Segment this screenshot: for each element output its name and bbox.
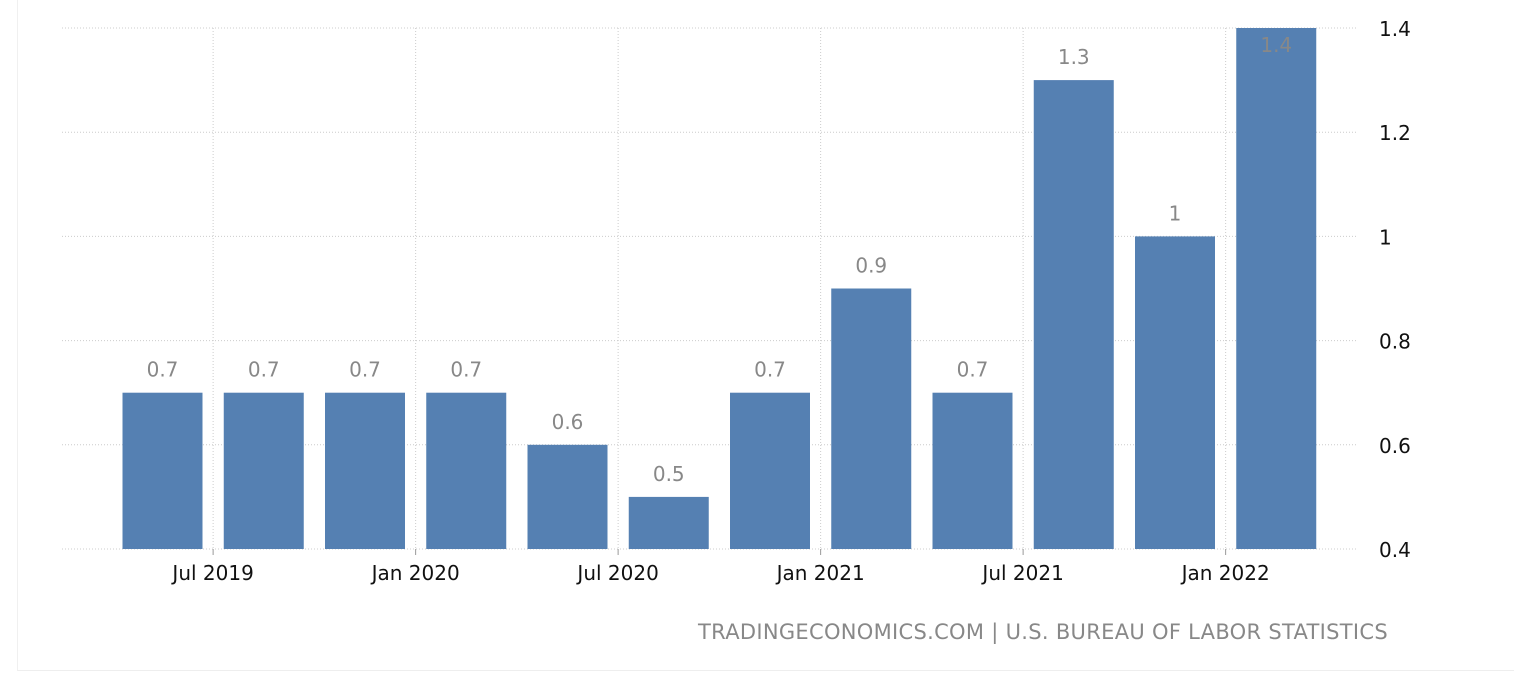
- bar: [932, 392, 1013, 549]
- data-label: 0.6: [552, 410, 584, 434]
- x-tick-label: Jan 2021: [775, 561, 865, 585]
- data-label: 0.7: [957, 358, 989, 382]
- y-tick-label: 0.4: [1379, 538, 1411, 562]
- x-axis: Jul 2019 Jan 2020 Jul 2020 Jan 2021 Jul 2021…: [170, 549, 1270, 585]
- y-tick-label: 0.8: [1379, 330, 1411, 354]
- chart-panel: 0.7 0.7 0.7 0.7 0.6 0.5 0.7 0.9 0.7 1.3 1 1.4 0.4 0.…: [17, 0, 1514, 671]
- bar: [527, 444, 608, 549]
- bar-chart: 0.7 0.7 0.7 0.70.60.50.70.90.71.311.4 0.40.…: [62, 17, 1411, 585]
- data-label: 0.7: [349, 358, 381, 382]
- bar: [1135, 236, 1215, 549]
- y-tick-label: 0.6: [1379, 434, 1411, 458]
- x-tick-label: Jan 2022: [1180, 561, 1270, 585]
- x-tick-label: Jan 2020: [370, 561, 460, 585]
- y-tick-label: 1.4: [1379, 17, 1411, 41]
- y-tick-label: 1.2: [1379, 121, 1411, 145]
- y-tick-label: 1: [1379, 225, 1392, 249]
- bar: [1236, 28, 1317, 549]
- data-label: 0.7: [147, 358, 179, 382]
- x-tick-label: Jul 2020: [575, 561, 658, 585]
- bar: [831, 288, 912, 549]
- bar: [122, 392, 203, 549]
- bar: [426, 392, 507, 549]
- bar: [325, 392, 405, 549]
- data-label: 1.3: [1058, 45, 1090, 69]
- x-tick-label: Jul 2021: [980, 561, 1063, 585]
- bars: [122, 28, 1317, 549]
- x-tick-label: Jul 2019: [170, 561, 253, 585]
- data-label: 0.5: [653, 462, 685, 486]
- bar: [1033, 80, 1114, 549]
- bar: [628, 496, 709, 549]
- bar: [223, 392, 304, 549]
- data-label: 0.7: [248, 358, 280, 382]
- bar: [730, 392, 810, 549]
- data-label: 0.7: [450, 358, 482, 382]
- y-axis: 0.4 0.6 0.8 1 1.2 1.4: [1379, 17, 1411, 562]
- data-labels: 0.7 0.7 0.7 0.7 0.6 0.5 0.7 0.9 0.7 1.3 1 1.4: [147, 33, 1293, 486]
- data-label: 1.4: [1260, 33, 1292, 57]
- data-label: 1: [1169, 201, 1182, 225]
- data-label: 0.9: [855, 254, 887, 278]
- source-caption: TRADINGECONOMICS.COM | U.S. BUREAU OF LA…: [698, 620, 1388, 644]
- data-label: 0.7: [754, 358, 786, 382]
